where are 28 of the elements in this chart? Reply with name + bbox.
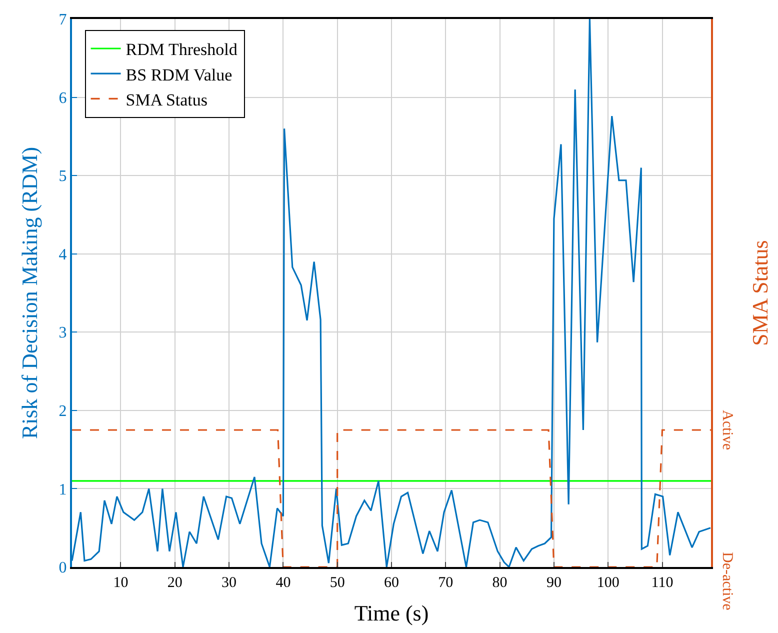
y-tick-label: 5: [58, 168, 67, 186]
x-tick-label: 70: [438, 575, 454, 591]
x-tick-label: 90: [546, 575, 562, 591]
y2-axis-title: SMA Status: [747, 240, 772, 346]
x-tick-label: 40: [276, 575, 291, 591]
line-series: [72, 19, 711, 567]
x-tick-label: 20: [167, 575, 182, 591]
y-tick-label: 3: [58, 324, 67, 342]
y-tick-label: 1: [58, 481, 67, 498]
x-tick-label: 110: [651, 575, 674, 591]
y-tick-label: 0: [58, 560, 67, 577]
y-tick-label: 2: [58, 403, 67, 420]
y-tick-label: 6: [58, 90, 67, 107]
y-tick-label: 4: [58, 246, 67, 264]
text: Active: [719, 410, 735, 450]
x-axis-title: Time (s): [354, 600, 429, 626]
y-tick-label: 7: [58, 12, 67, 29]
legend-label: BS RDM Value: [126, 65, 232, 84]
text: De-active: [719, 552, 735, 611]
legend-label: SMA Status: [126, 90, 208, 110]
legend-label: RDM Threshold: [126, 40, 238, 60]
x-tick-label: 80: [492, 575, 508, 591]
x-tick-label: 60: [384, 575, 399, 591]
y-axis-title: Risk of Decision Making (RDM): [17, 146, 42, 440]
x-tick-label: 30: [222, 575, 237, 591]
x-tick-label: 50: [330, 575, 345, 591]
x-tick-label: 100: [596, 575, 620, 591]
x-tick-label: 10: [113, 575, 128, 591]
